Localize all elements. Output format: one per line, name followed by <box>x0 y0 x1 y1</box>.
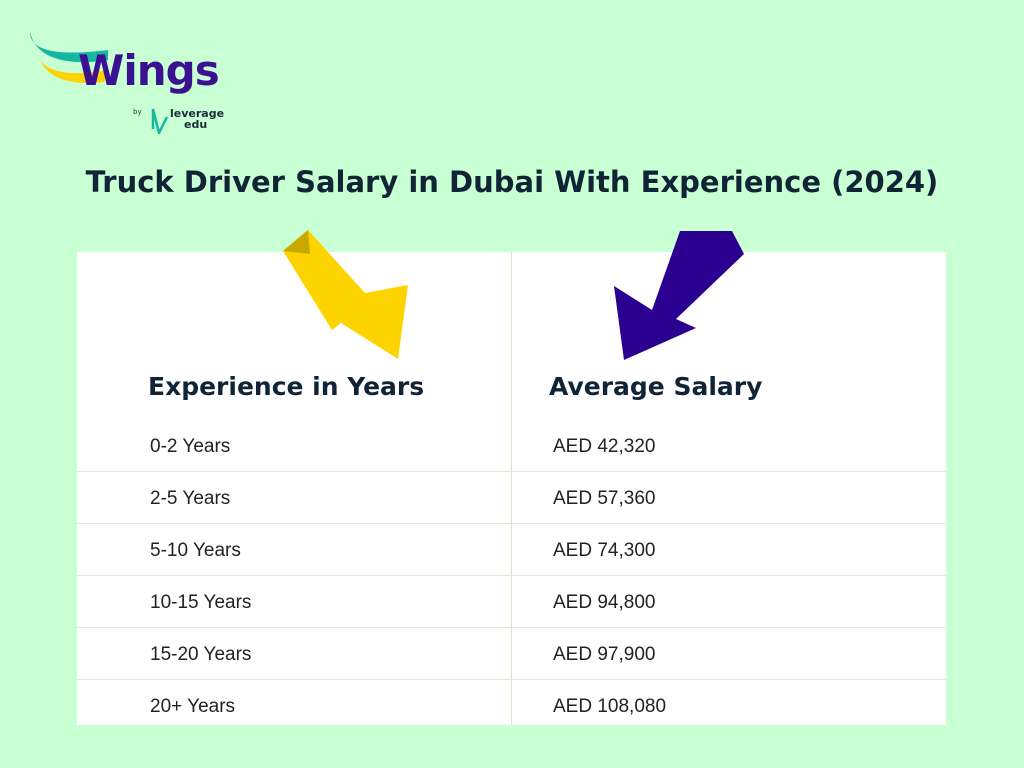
leverage-edu-wordmark: leverage edu <box>170 108 224 130</box>
experience-cell: 0-2 Years <box>150 436 231 457</box>
experience-cell: 15-20 Years <box>150 644 252 665</box>
wings-logo: Wings by leverage edu <box>30 30 230 145</box>
experience-cell: 10-15 Years <box>150 592 252 613</box>
header-salary: Average Salary <box>549 372 763 401</box>
leverage-edu-logo-icon <box>151 108 169 135</box>
salary-cell: AED 108,080 <box>553 696 667 717</box>
salary-cell: AED 74,300 <box>553 540 656 561</box>
experience-cell: 2-5 Years <box>150 488 231 509</box>
wings-logo-icon <box>30 32 108 84</box>
experience-cell: 20+ Years <box>150 696 236 717</box>
table-row: 5-10 Years AED 74,300 <box>77 524 946 576</box>
brand-by: by <box>133 108 142 116</box>
edu-text: edu <box>184 118 208 131</box>
salary-cell: AED 57,360 <box>553 488 656 509</box>
salary-cell: AED 42,320 <box>553 436 656 457</box>
table-row: 0-2 Years AED 42,320 <box>77 420 946 472</box>
purple-arrow-icon <box>614 231 744 360</box>
column-divider <box>511 252 512 725</box>
table-body: 0-2 Years AED 42,320 2-5 Years AED 57,36… <box>77 420 946 731</box>
table-row: 20+ Years AED 108,080 <box>77 680 946 731</box>
yellow-arrow-icon <box>283 230 408 359</box>
page-title: Truck Driver Salary in Dubai With Experi… <box>85 165 939 199</box>
salary-table: Experience in Years Average Salary 0-2 Y… <box>77 252 946 725</box>
brand-name: Wings <box>78 46 220 95</box>
table-row: 10-15 Years AED 94,800 <box>77 576 946 628</box>
leverage-text: leverage <box>170 107 225 120</box>
header-experience: Experience in Years <box>148 372 425 401</box>
table-row: 15-20 Years AED 97,900 <box>77 628 946 680</box>
salary-cell: AED 97,900 <box>553 644 656 665</box>
salary-cell: AED 94,800 <box>553 592 656 613</box>
experience-cell: 5-10 Years <box>150 540 241 561</box>
table-row: 2-5 Years AED 57,360 <box>77 472 946 524</box>
